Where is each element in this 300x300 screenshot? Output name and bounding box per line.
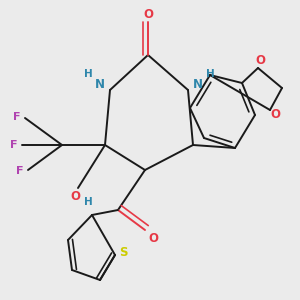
Text: F: F [13, 112, 21, 122]
Text: O: O [270, 109, 280, 122]
Text: H: H [84, 197, 92, 207]
Text: H: H [206, 69, 214, 79]
Text: F: F [16, 166, 24, 176]
Text: O: O [70, 190, 80, 202]
Text: S: S [119, 247, 127, 260]
Text: H: H [84, 69, 92, 79]
Text: O: O [255, 53, 265, 67]
Text: N: N [193, 79, 203, 92]
Text: O: O [148, 232, 158, 244]
Text: F: F [10, 140, 18, 150]
Text: O: O [143, 8, 153, 20]
Text: N: N [95, 79, 105, 92]
